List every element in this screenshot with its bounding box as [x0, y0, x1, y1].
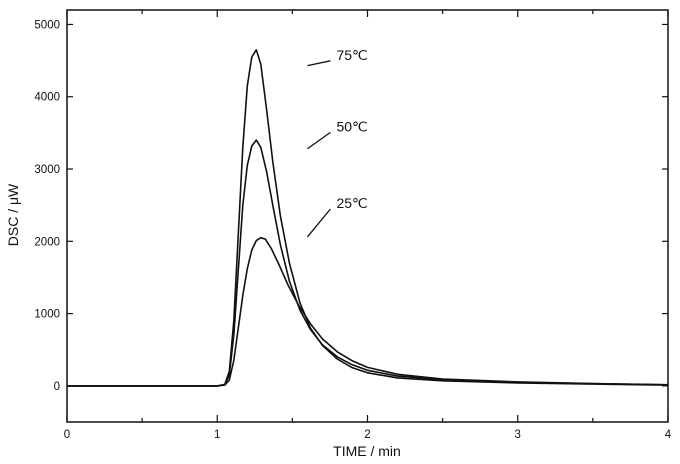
y-tick-label-3: 3000	[34, 164, 60, 176]
x-tick-label-1: 1	[214, 429, 220, 441]
x-axis-title: TIME / min	[333, 443, 401, 459]
y-tick-label-1: 1000	[34, 309, 60, 321]
x-tick-label-4: 4	[665, 429, 672, 441]
x-tick-label-0: 0	[64, 429, 70, 441]
leader-line-75C	[307, 60, 331, 67]
y-tick-label-0: 0	[54, 381, 60, 393]
leader-line-50C	[307, 131, 331, 150]
y-tick-label-4: 4000	[34, 92, 60, 104]
curve-label-75C: 75℃	[336, 47, 367, 63]
curve-series	[67, 49, 669, 387]
curve-label-25C: 25℃	[336, 195, 367, 211]
axis-ticks: 0 1000 2000 3000 4000 5000 0 1 2 3 4	[34, 10, 672, 441]
x-tick-label-3: 3	[515, 429, 521, 441]
curve-label-50C: 50℃	[336, 118, 367, 134]
curve-75C	[67, 49, 669, 387]
curve-25C	[67, 236, 669, 387]
y-axis-title: DSC / μW	[5, 183, 21, 246]
x-tick-label-2: 2	[364, 429, 370, 441]
y-tick-label-2: 2000	[34, 236, 60, 248]
curve-50C	[67, 139, 669, 387]
y-tick-label-5: 5000	[34, 19, 60, 31]
leader-line-25C	[306, 208, 331, 238]
plot-frame	[66, 9, 669, 423]
curve-annotations: 75℃ 50℃ 25℃	[306, 47, 368, 238]
